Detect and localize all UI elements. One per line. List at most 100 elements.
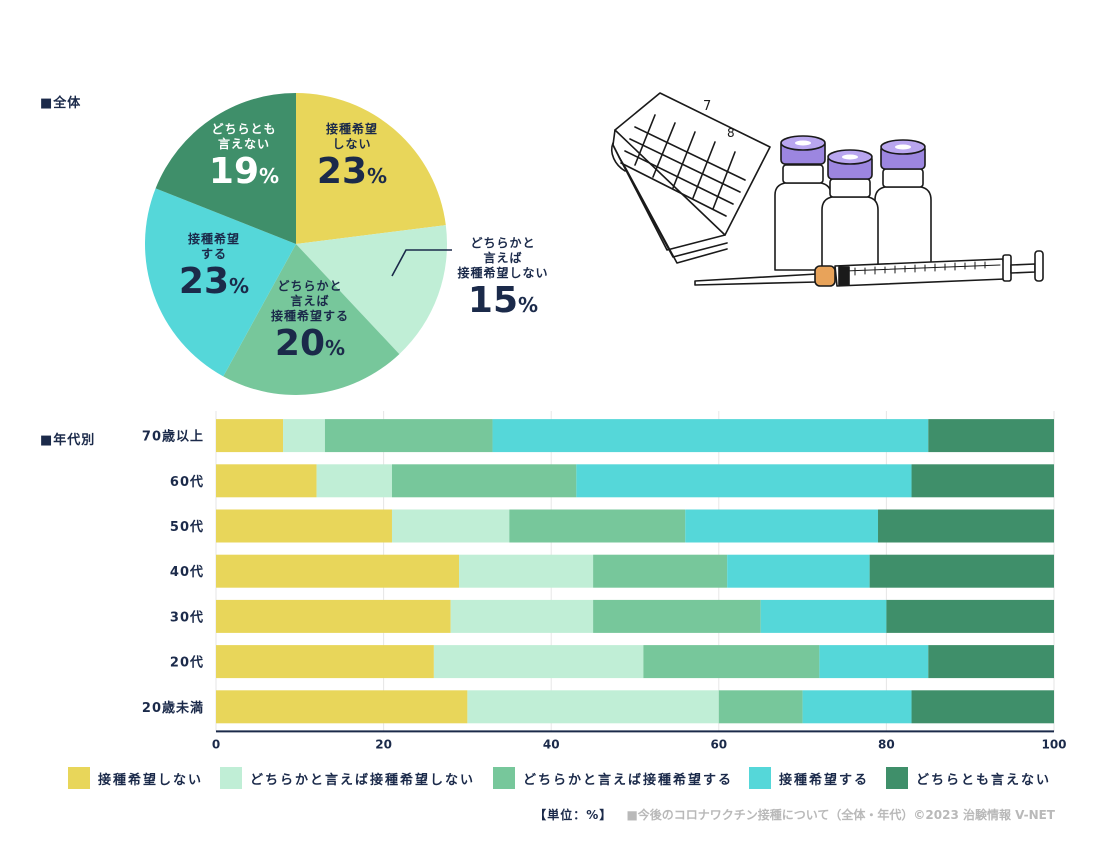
legend-label-want: 接種希望する <box>779 772 870 788</box>
pie-label-line: しない <box>332 137 372 151</box>
bar-segment-not-want <box>216 554 460 588</box>
pie-label-not-want: 接種希望 しない 23% <box>292 122 412 196</box>
pie-value: 19% <box>184 152 304 196</box>
unit-note: 【単位：%】 <box>534 808 613 822</box>
pie-value-unit: % <box>518 293 539 317</box>
source-credit: ■今後のコロナワクチン接種について（全体・年代）©2023 治験情報 V-NET <box>626 808 1055 822</box>
by-age-section-label: ■年代別 <box>40 433 96 448</box>
pie-slice-rather-not <box>296 225 448 355</box>
bar-segment-undecided <box>886 599 1054 633</box>
pie-value-unit: % <box>367 164 388 188</box>
pie-value-number: 20 <box>274 323 326 364</box>
legend-swatch-want <box>749 767 771 789</box>
x-tick-label: 40 <box>543 737 560 751</box>
x-tick-label: 0 <box>212 737 220 751</box>
legend-swatch-rather-want <box>493 767 515 789</box>
pie-label-line: 言えば <box>290 294 330 308</box>
bar-segment-want <box>760 599 887 633</box>
bar-segment-undecided <box>869 554 1054 588</box>
pie-value-number: 23 <box>316 151 368 192</box>
category-label: 20代 <box>170 655 204 671</box>
bar-segment-undecided <box>911 690 1054 724</box>
pie-label-line: する <box>200 247 227 261</box>
bar-segment-not-want <box>216 645 434 679</box>
bar-segment-want <box>492 419 929 453</box>
x-tick-label: 60 <box>710 737 727 751</box>
pie-slice-want <box>144 188 296 377</box>
calendar-digit-7: 7 <box>703 99 711 114</box>
pie-label-line: 接種希望する <box>270 309 349 323</box>
bar-segment-rather-want <box>391 464 577 498</box>
pie-label-line: 言えば <box>483 251 523 265</box>
bar-segment-undecided <box>911 464 1054 498</box>
legend-swatch-not-want <box>68 767 90 789</box>
calendar-digit-8: 8 <box>727 126 735 140</box>
bar-segment-rather-not <box>467 690 719 724</box>
category-label: 60代 <box>170 474 204 490</box>
calendar-icon: 7 8 <box>610 92 771 264</box>
pie-label-line: どちらかと <box>470 236 536 250</box>
pie-slice-rather-want <box>223 244 400 395</box>
x-tick-label: 100 <box>1041 737 1066 751</box>
bar-segment-undecided <box>928 419 1054 453</box>
legend-item-rather-want: どちらかと言えば接種希望する <box>493 767 733 789</box>
bar-segment-undecided <box>878 509 1054 543</box>
bar-segment-rather-not <box>450 599 594 633</box>
pie-label-rather-want: どちらかと 言えば 接種希望する 20% <box>250 279 370 368</box>
bar-segment-rather-want <box>593 554 728 588</box>
legend-label-not-want: 接種希望しない <box>98 772 204 788</box>
bar-segment-rather-not <box>283 419 325 453</box>
pie-value-unit: % <box>229 274 250 298</box>
legend-item-undecided: どちらとも言えない <box>886 767 1051 789</box>
pie-value-number: 19 <box>208 151 260 192</box>
pie-label-line: 言えない <box>217 137 270 151</box>
bar-segment-rather-not <box>459 554 594 588</box>
pie-label-line: どちらかと <box>277 279 343 293</box>
bar-segment-rather-want <box>509 509 686 543</box>
legend-item-rather-not: どちらかと言えば接種希望しない <box>220 767 475 789</box>
bar-segment-not-want <box>216 464 317 498</box>
pie-label-line: 接種希望 <box>325 122 378 136</box>
category-label: 70歳以上 <box>142 429 204 445</box>
pie-value: 23% <box>154 262 274 306</box>
pie-label-undecided: どちらとも 言えない 19% <box>184 122 304 196</box>
pie-label-line: 接種希望しない <box>457 266 549 280</box>
x-tick-label: 20 <box>375 737 392 751</box>
bar-segment-want <box>685 509 879 543</box>
pie-label-line: どちらとも <box>211 122 277 136</box>
vial-icon <box>774 135 932 276</box>
x-tick-label: 80 <box>878 737 895 751</box>
pie-value-unit: % <box>259 164 280 188</box>
pie-label-want: 接種希望 する 23% <box>154 232 274 306</box>
pie-value: 15% <box>443 281 563 325</box>
pie-leader-line <box>391 249 452 277</box>
syringe-icon <box>694 250 1044 287</box>
legend-label-rather-not: どちらかと言えば接種希望しない <box>250 772 476 788</box>
bar-segment-rather-want <box>718 690 803 724</box>
overall-section-label: ■全体 <box>40 96 82 111</box>
bar-segment-rather-want <box>643 645 820 679</box>
bar-segment-want <box>727 554 870 588</box>
bar-segment-not-want <box>216 690 468 724</box>
legend-label-undecided: どちらとも言えない <box>916 772 1052 788</box>
footer: 【単位：%】 ■今後のコロナワクチン接種について（全体・年代）©2023 治験情… <box>534 806 1055 823</box>
bar-segment-want <box>802 690 912 724</box>
bar-segment-rather-want <box>593 599 761 633</box>
pie-value-number: 23 <box>178 261 230 302</box>
category-label: 40代 <box>170 564 204 580</box>
category-label: 50代 <box>170 519 204 535</box>
bar-segment-want <box>576 464 912 498</box>
pie-value-number: 15 <box>467 280 519 321</box>
category-label: 20歳未満 <box>142 700 204 716</box>
bar-segment-rather-not <box>316 464 392 498</box>
bar-segment-want <box>819 645 929 679</box>
legend-item-want: 接種希望する <box>749 767 869 789</box>
pie-value: 20% <box>250 324 370 368</box>
pie-label-line: 接種希望 <box>187 232 240 246</box>
bar-segment-rather-want <box>324 419 493 453</box>
bar-segment-not-want <box>216 599 451 633</box>
pie-slice-undecided <box>155 93 296 244</box>
pie-label-rather-not: どちらかと 言えば 接種希望しない 15% <box>443 236 563 325</box>
